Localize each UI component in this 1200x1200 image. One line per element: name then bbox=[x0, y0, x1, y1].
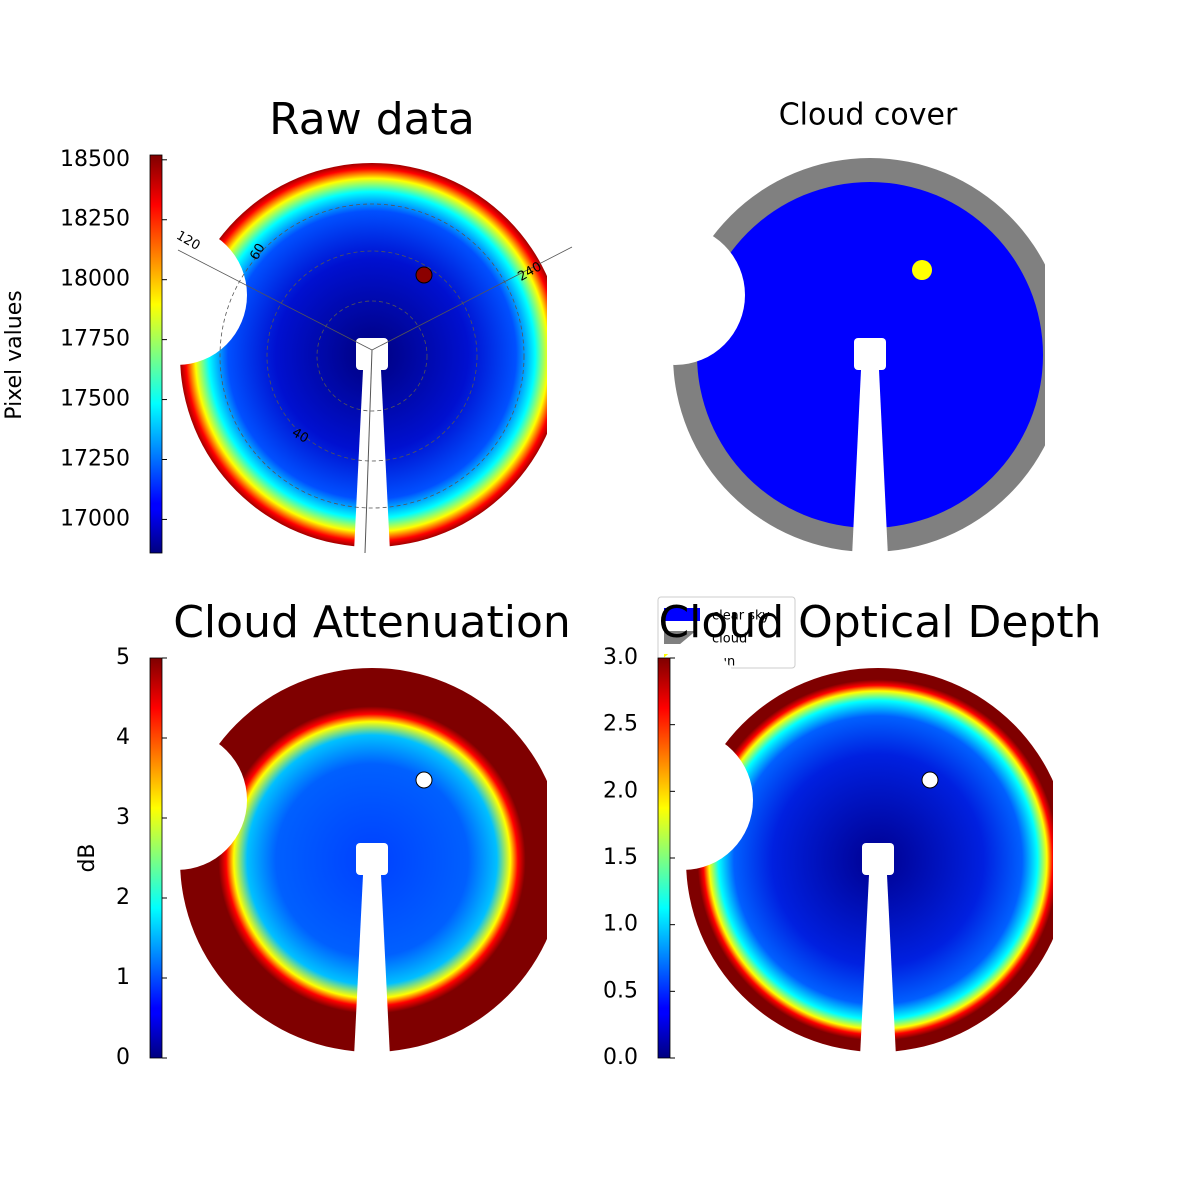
colorbar-tick-label: 3.0 bbox=[603, 645, 638, 670]
occlusion bbox=[107, 730, 247, 870]
colorbar bbox=[149, 657, 163, 1059]
sky-image bbox=[100, 123, 587, 554]
camera-arm bbox=[860, 875, 896, 1057]
colorbar-tick-label: 1.0 bbox=[603, 912, 638, 937]
colorbar-tick-label: 0 bbox=[116, 1045, 130, 1070]
occlusion bbox=[598, 118, 742, 258]
camera-arm bbox=[852, 370, 888, 557]
colorbar-tick-label: 2.5 bbox=[603, 712, 638, 737]
panel-title: Raw data bbox=[269, 94, 475, 145]
polar-grid bbox=[316, 300, 428, 412]
occlusion bbox=[547, 668, 587, 1052]
camera-arm bbox=[854, 338, 886, 370]
occlusion bbox=[613, 730, 753, 870]
polar-axis bbox=[371, 246, 573, 351]
polar-axis bbox=[177, 249, 373, 351]
legend-label: clear sky bbox=[712, 609, 770, 624]
colorbar bbox=[149, 154, 163, 554]
polar-grid bbox=[219, 203, 525, 509]
sun-disk bbox=[912, 260, 932, 280]
panel-title: Cloud Optical Depth bbox=[658, 597, 1101, 648]
occlusion bbox=[100, 628, 244, 768]
sky-image bbox=[598, 118, 1085, 557]
legend-label: cloud bbox=[712, 632, 747, 647]
colorbar-tick-label: 17500 bbox=[60, 387, 130, 412]
legend-swatch bbox=[664, 608, 700, 621]
colorbar-tick-label: 5 bbox=[116, 645, 130, 670]
sky-image bbox=[100, 628, 587, 1057]
polar-axis bbox=[364, 349, 373, 554]
colorbar-label: dB bbox=[75, 843, 100, 872]
camera-arm bbox=[354, 875, 390, 1057]
occlusion bbox=[605, 225, 745, 365]
colorbar-tick-label: 18250 bbox=[60, 207, 130, 232]
occlusion bbox=[1045, 158, 1085, 552]
sun-disk bbox=[921, 771, 939, 789]
colorbar-tick-label: 18500 bbox=[60, 147, 130, 172]
colorbar-tick-label: 17000 bbox=[60, 506, 130, 531]
colorbar-tick-label: 2 bbox=[116, 885, 130, 910]
colorbar-tick-label: 0.0 bbox=[603, 1045, 638, 1070]
colorbar-tick-label: 4 bbox=[116, 725, 130, 750]
camera-arm bbox=[356, 843, 388, 875]
panel-title: Cloud Attenuation bbox=[173, 597, 571, 648]
occlusion bbox=[606, 628, 750, 768]
sky-image bbox=[606, 628, 1093, 1057]
colorbar-tick-label: 3 bbox=[116, 805, 130, 830]
colorbar-tick-label: 17250 bbox=[60, 446, 130, 471]
occlusion bbox=[1053, 668, 1093, 1052]
colorbar-label: Pixel values bbox=[2, 290, 27, 419]
panel-title: Cloud cover bbox=[779, 98, 958, 133]
colorbar-tick-label: 1 bbox=[116, 965, 130, 990]
colorbar-tick-label: 1.5 bbox=[603, 845, 638, 870]
polar-annotation: 60 bbox=[247, 241, 268, 263]
colorbar-tick-label: 0.5 bbox=[603, 978, 638, 1003]
occlusion bbox=[100, 123, 244, 263]
colorbar-tick-label: 2.0 bbox=[603, 778, 638, 803]
camera-arm bbox=[862, 843, 894, 875]
occlusion bbox=[107, 225, 247, 365]
colorbar bbox=[657, 657, 671, 1059]
polar-annotation: 40 bbox=[289, 425, 311, 446]
colorbar-tick-label: 17750 bbox=[60, 327, 130, 352]
sun-disk bbox=[415, 266, 433, 284]
occlusion bbox=[547, 163, 587, 547]
sun-disk bbox=[415, 771, 433, 789]
colorbar-tick-label: 18000 bbox=[60, 267, 130, 292]
polar-grid bbox=[266, 250, 478, 462]
